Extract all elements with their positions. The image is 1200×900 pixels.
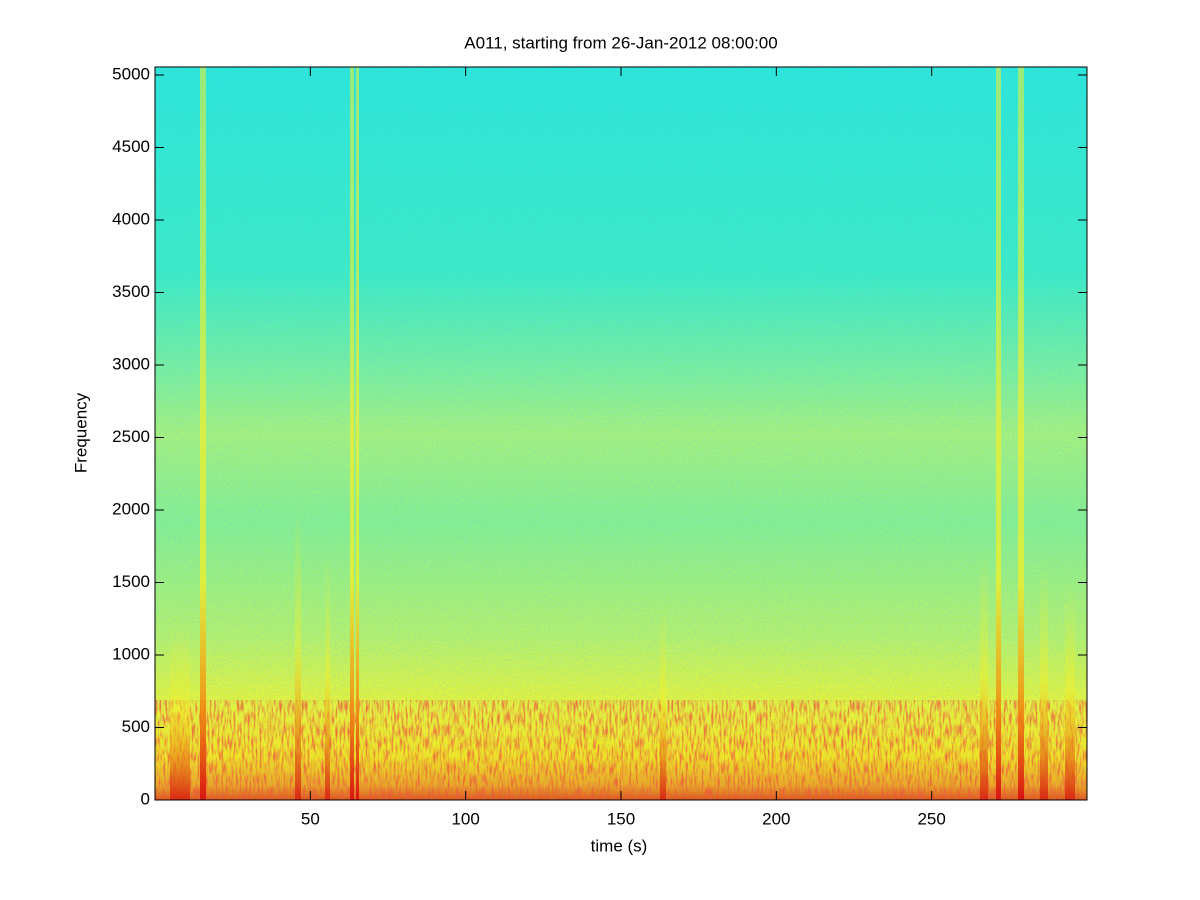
y-tick-label: 4500 [112,137,150,156]
y-tick-label: 1500 [112,572,150,591]
y-tick-label: 4000 [112,209,150,228]
chart-title: A011, starting from 26-Jan-2012 08:00:00 [464,33,777,52]
y-tick-label: 3000 [112,354,150,373]
y-tick-label: 2000 [112,499,150,518]
y-tick-label: 5000 [112,64,150,83]
x-tick-label: 250 [917,809,945,828]
spectrogram-image [155,67,1087,800]
y-axis-label: Frequency [71,392,90,473]
x-tick-label: 150 [607,809,635,828]
y-tick-label: 0 [141,789,150,808]
y-tick-label: 3500 [112,282,150,301]
y-tick-label: 1000 [112,644,150,663]
x-axis-label: time (s) [591,836,648,855]
x-tick-label: 200 [762,809,790,828]
y-tick-label: 2500 [112,427,150,446]
x-tick-label: 100 [451,809,479,828]
x-tick-label: 50 [301,809,320,828]
y-tick-label: 500 [122,717,150,736]
